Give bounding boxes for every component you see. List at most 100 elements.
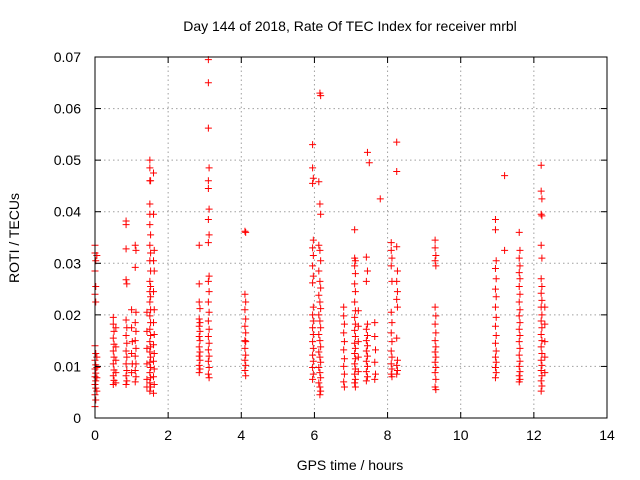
data-point: [387, 329, 395, 337]
data-point: [516, 319, 524, 327]
data-point: [431, 348, 439, 356]
y-tick-label: 0.01: [54, 358, 81, 374]
data-point: [122, 331, 130, 339]
data-point: [205, 352, 213, 360]
data-point: [537, 161, 545, 169]
data-point: [143, 327, 151, 335]
data-point: [515, 338, 523, 346]
data-point: [204, 239, 212, 247]
y-tick-label: 0.02: [54, 307, 81, 323]
data-point: [309, 272, 317, 280]
grid-lines: [95, 57, 607, 418]
data-point: [195, 315, 203, 323]
data-point: [204, 317, 212, 325]
data-point: [147, 282, 155, 290]
data-point: [432, 353, 440, 361]
data-point: [241, 322, 249, 330]
data-point: [146, 277, 154, 285]
data-point: [351, 298, 359, 306]
data-point: [363, 362, 371, 370]
data-point: [538, 324, 546, 332]
data-point: [491, 303, 499, 311]
data-point: [371, 319, 379, 327]
data-point: [317, 92, 325, 100]
data-point: [491, 374, 499, 382]
data-point: [205, 374, 213, 382]
data-point: [123, 339, 131, 347]
data-point: [515, 351, 523, 359]
data-point: [432, 262, 440, 270]
data-point: [196, 356, 204, 364]
data-point: [241, 227, 249, 235]
data-point: [109, 360, 117, 368]
data-point: [93, 353, 101, 361]
data-point: [491, 215, 499, 223]
data-point: [122, 347, 130, 355]
data-point: [143, 308, 151, 316]
data-point: [492, 331, 500, 339]
data-point: [431, 244, 439, 252]
data-point: [241, 367, 249, 375]
data-point: [538, 282, 546, 290]
data-point: [150, 246, 158, 254]
data-point: [122, 245, 130, 253]
data-point: [362, 357, 370, 365]
data-point: [93, 363, 101, 371]
data-point: [315, 348, 323, 356]
data-point: [340, 329, 348, 337]
data-point: [146, 369, 154, 377]
data-point: [538, 254, 546, 262]
data-point: [309, 338, 317, 346]
data-point: [387, 360, 395, 368]
data-point: [316, 298, 324, 306]
data-point: [309, 344, 317, 352]
data-point: [123, 353, 131, 361]
data-point: [351, 350, 359, 358]
data-point: [242, 228, 250, 236]
data-point: [196, 365, 204, 373]
data-point: [432, 363, 440, 371]
data-point: [351, 257, 359, 265]
data-point: [393, 138, 401, 146]
data-point: [537, 317, 545, 325]
data-point: [516, 306, 524, 314]
data-point: [112, 324, 120, 332]
data-point: [204, 79, 212, 87]
data-point: [432, 312, 440, 320]
data-point: [388, 254, 396, 262]
y-tick-label: 0.05: [54, 152, 81, 168]
data-point: [131, 319, 139, 327]
data-point: [204, 215, 212, 223]
data-point: [317, 358, 325, 366]
data-point: [537, 289, 545, 297]
data-point: [143, 360, 151, 368]
data-point: [150, 330, 158, 338]
data-point: [122, 276, 130, 284]
data-point: [388, 373, 396, 381]
data-point: [315, 330, 323, 338]
x-tick-label: 12: [526, 427, 542, 443]
data-point: [516, 290, 524, 298]
data-points: [91, 56, 549, 411]
data-point: [492, 293, 500, 301]
data-point: [150, 210, 158, 218]
data-point: [109, 313, 117, 321]
data-point: [491, 353, 499, 361]
data-point: [491, 264, 499, 272]
data-point: [492, 369, 500, 377]
data-point: [196, 348, 204, 356]
data-point: [354, 353, 362, 361]
data-point: [492, 347, 500, 355]
data-point: [150, 306, 158, 314]
data-point: [393, 167, 401, 175]
data-point: [205, 308, 213, 316]
data-point: [362, 277, 370, 285]
data-point: [122, 380, 130, 388]
data-point: [132, 344, 140, 352]
data-point: [309, 311, 317, 319]
data-point: [204, 346, 212, 354]
data-point: [340, 303, 348, 311]
data-point: [110, 327, 118, 335]
data-point: [317, 210, 325, 218]
data-point: [363, 148, 371, 156]
